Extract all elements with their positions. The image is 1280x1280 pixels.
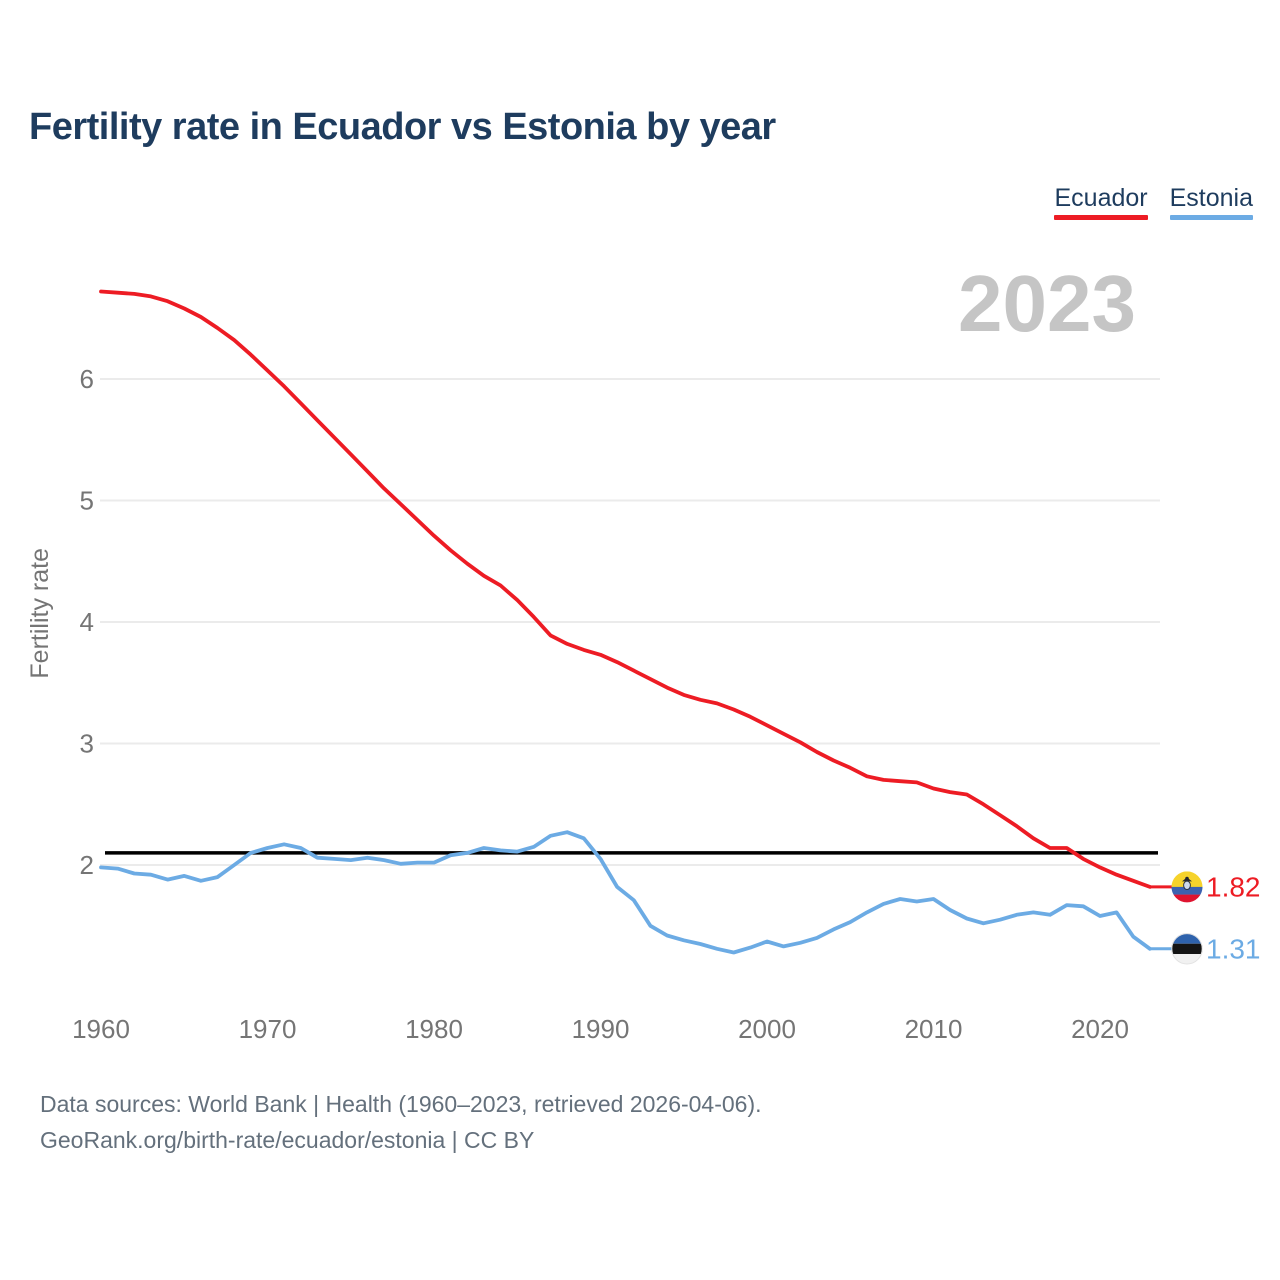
y-tick-label: 2 bbox=[80, 850, 94, 880]
ecuador-flag-icon bbox=[1171, 871, 1203, 903]
estonia-flag-icon-stripes bbox=[1171, 933, 1203, 965]
estonia-end-value: 1.31 bbox=[1206, 933, 1261, 964]
legend: Ecuador Estonia bbox=[1054, 186, 1253, 220]
year-watermark: 2023 bbox=[958, 259, 1136, 348]
footer-sources: Data sources: World Bank | Health (1960–… bbox=[40, 1091, 762, 1117]
y-tick-label: 3 bbox=[80, 729, 94, 759]
y-tick-label: 5 bbox=[80, 486, 94, 516]
legend-item-estonia[interactable]: Estonia bbox=[1169, 184, 1253, 220]
y-tick-label: 6 bbox=[80, 364, 94, 394]
legend-underline-estonia bbox=[1169, 215, 1253, 220]
ecuador-end-value: 1.82 bbox=[1206, 871, 1261, 902]
x-tick-label: 1980 bbox=[405, 1014, 463, 1044]
chart-title: Fertility rate in Ecuador vs Estonia by … bbox=[29, 106, 776, 148]
footer: Data sources: World Bank | Health (1960–… bbox=[40, 1086, 762, 1158]
y-tick-label: 4 bbox=[80, 607, 94, 637]
legend-item-ecuador[interactable]: Ecuador bbox=[1054, 184, 1148, 220]
x-tick-label: 2000 bbox=[738, 1014, 796, 1044]
ecuador-line bbox=[99, 289, 1152, 889]
estonia-flag-icon bbox=[1171, 933, 1203, 965]
footer-attribution: GeoRank.org/birth-rate/ecuador/estonia |… bbox=[40, 1127, 535, 1153]
estonia-line bbox=[99, 830, 1152, 955]
x-tick-label: 2020 bbox=[1071, 1014, 1129, 1044]
x-tick-label: 2010 bbox=[905, 1014, 963, 1044]
x-tick-label: 1960 bbox=[72, 1014, 130, 1044]
legend-label-ecuador: Ecuador bbox=[1054, 184, 1148, 212]
x-tick-label: 1990 bbox=[572, 1014, 630, 1044]
legend-label-estonia: Estonia bbox=[1169, 184, 1253, 212]
legend-underline-ecuador bbox=[1054, 215, 1148, 220]
x-tick-label: 1970 bbox=[239, 1014, 297, 1044]
